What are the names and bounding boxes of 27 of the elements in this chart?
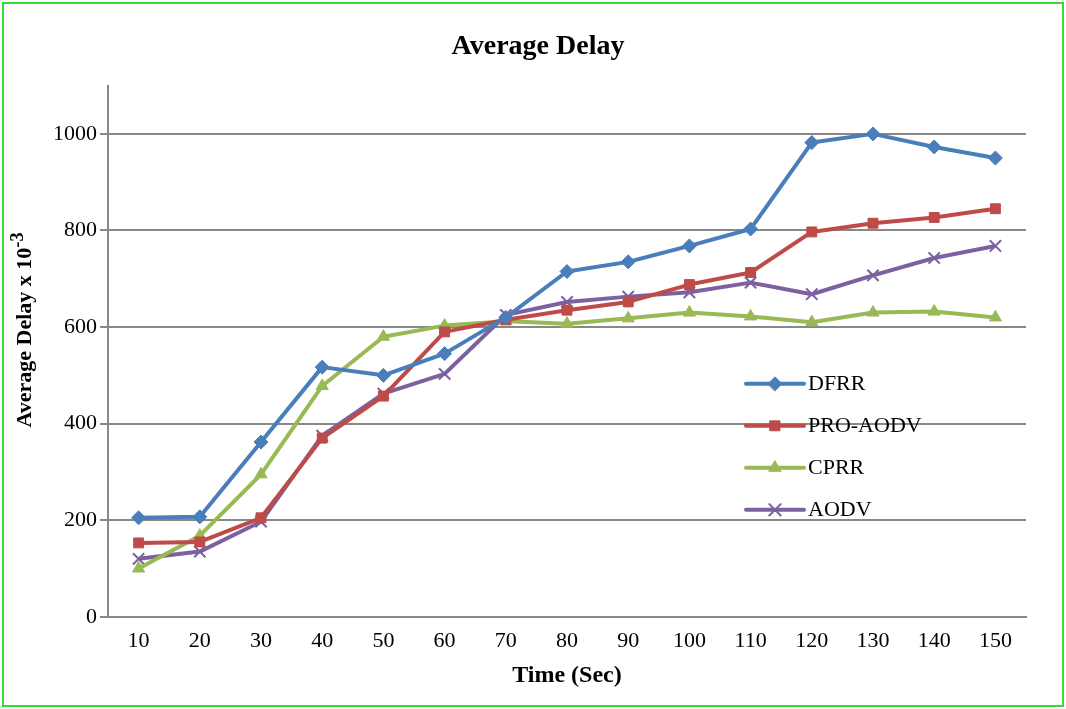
x-tick-label: 40	[311, 626, 334, 652]
x-axis-title: Time (Sec)	[512, 660, 622, 687]
y-tick-label: 400	[64, 409, 97, 435]
legend-label: PRO-AODV	[808, 411, 922, 437]
y-tick-label: 1000	[53, 119, 97, 145]
y-tick-label: 800	[64, 216, 97, 242]
y-tick-label: 0	[86, 602, 97, 628]
x-tick-label: 20	[188, 626, 211, 652]
legend-label: DFRR	[808, 369, 866, 395]
x-tick-label: 90	[617, 626, 640, 652]
x-tick-label: 110	[734, 626, 767, 652]
x-tick-label: 70	[494, 626, 517, 652]
x-tick-label: 150	[978, 626, 1012, 652]
chart-title: Average Delay	[451, 29, 625, 61]
x-tick-label: 60	[433, 626, 456, 652]
x-tick-label: 10	[127, 626, 150, 652]
x-tick-label: 100	[672, 626, 706, 652]
x-tick-label: 140	[917, 626, 951, 652]
x-tick-label: 80	[556, 626, 578, 652]
y-tick-label: 200	[64, 506, 97, 531]
x-tick-label: 30	[250, 626, 272, 652]
y-tick-label: 600	[64, 312, 97, 338]
x-tick-label: 50	[372, 626, 395, 652]
x-tick-label: 130	[856, 626, 890, 652]
legend-label: AODV	[808, 495, 872, 521]
legend-label: CPRR	[808, 453, 865, 479]
x-tick-label: 120	[795, 626, 829, 652]
